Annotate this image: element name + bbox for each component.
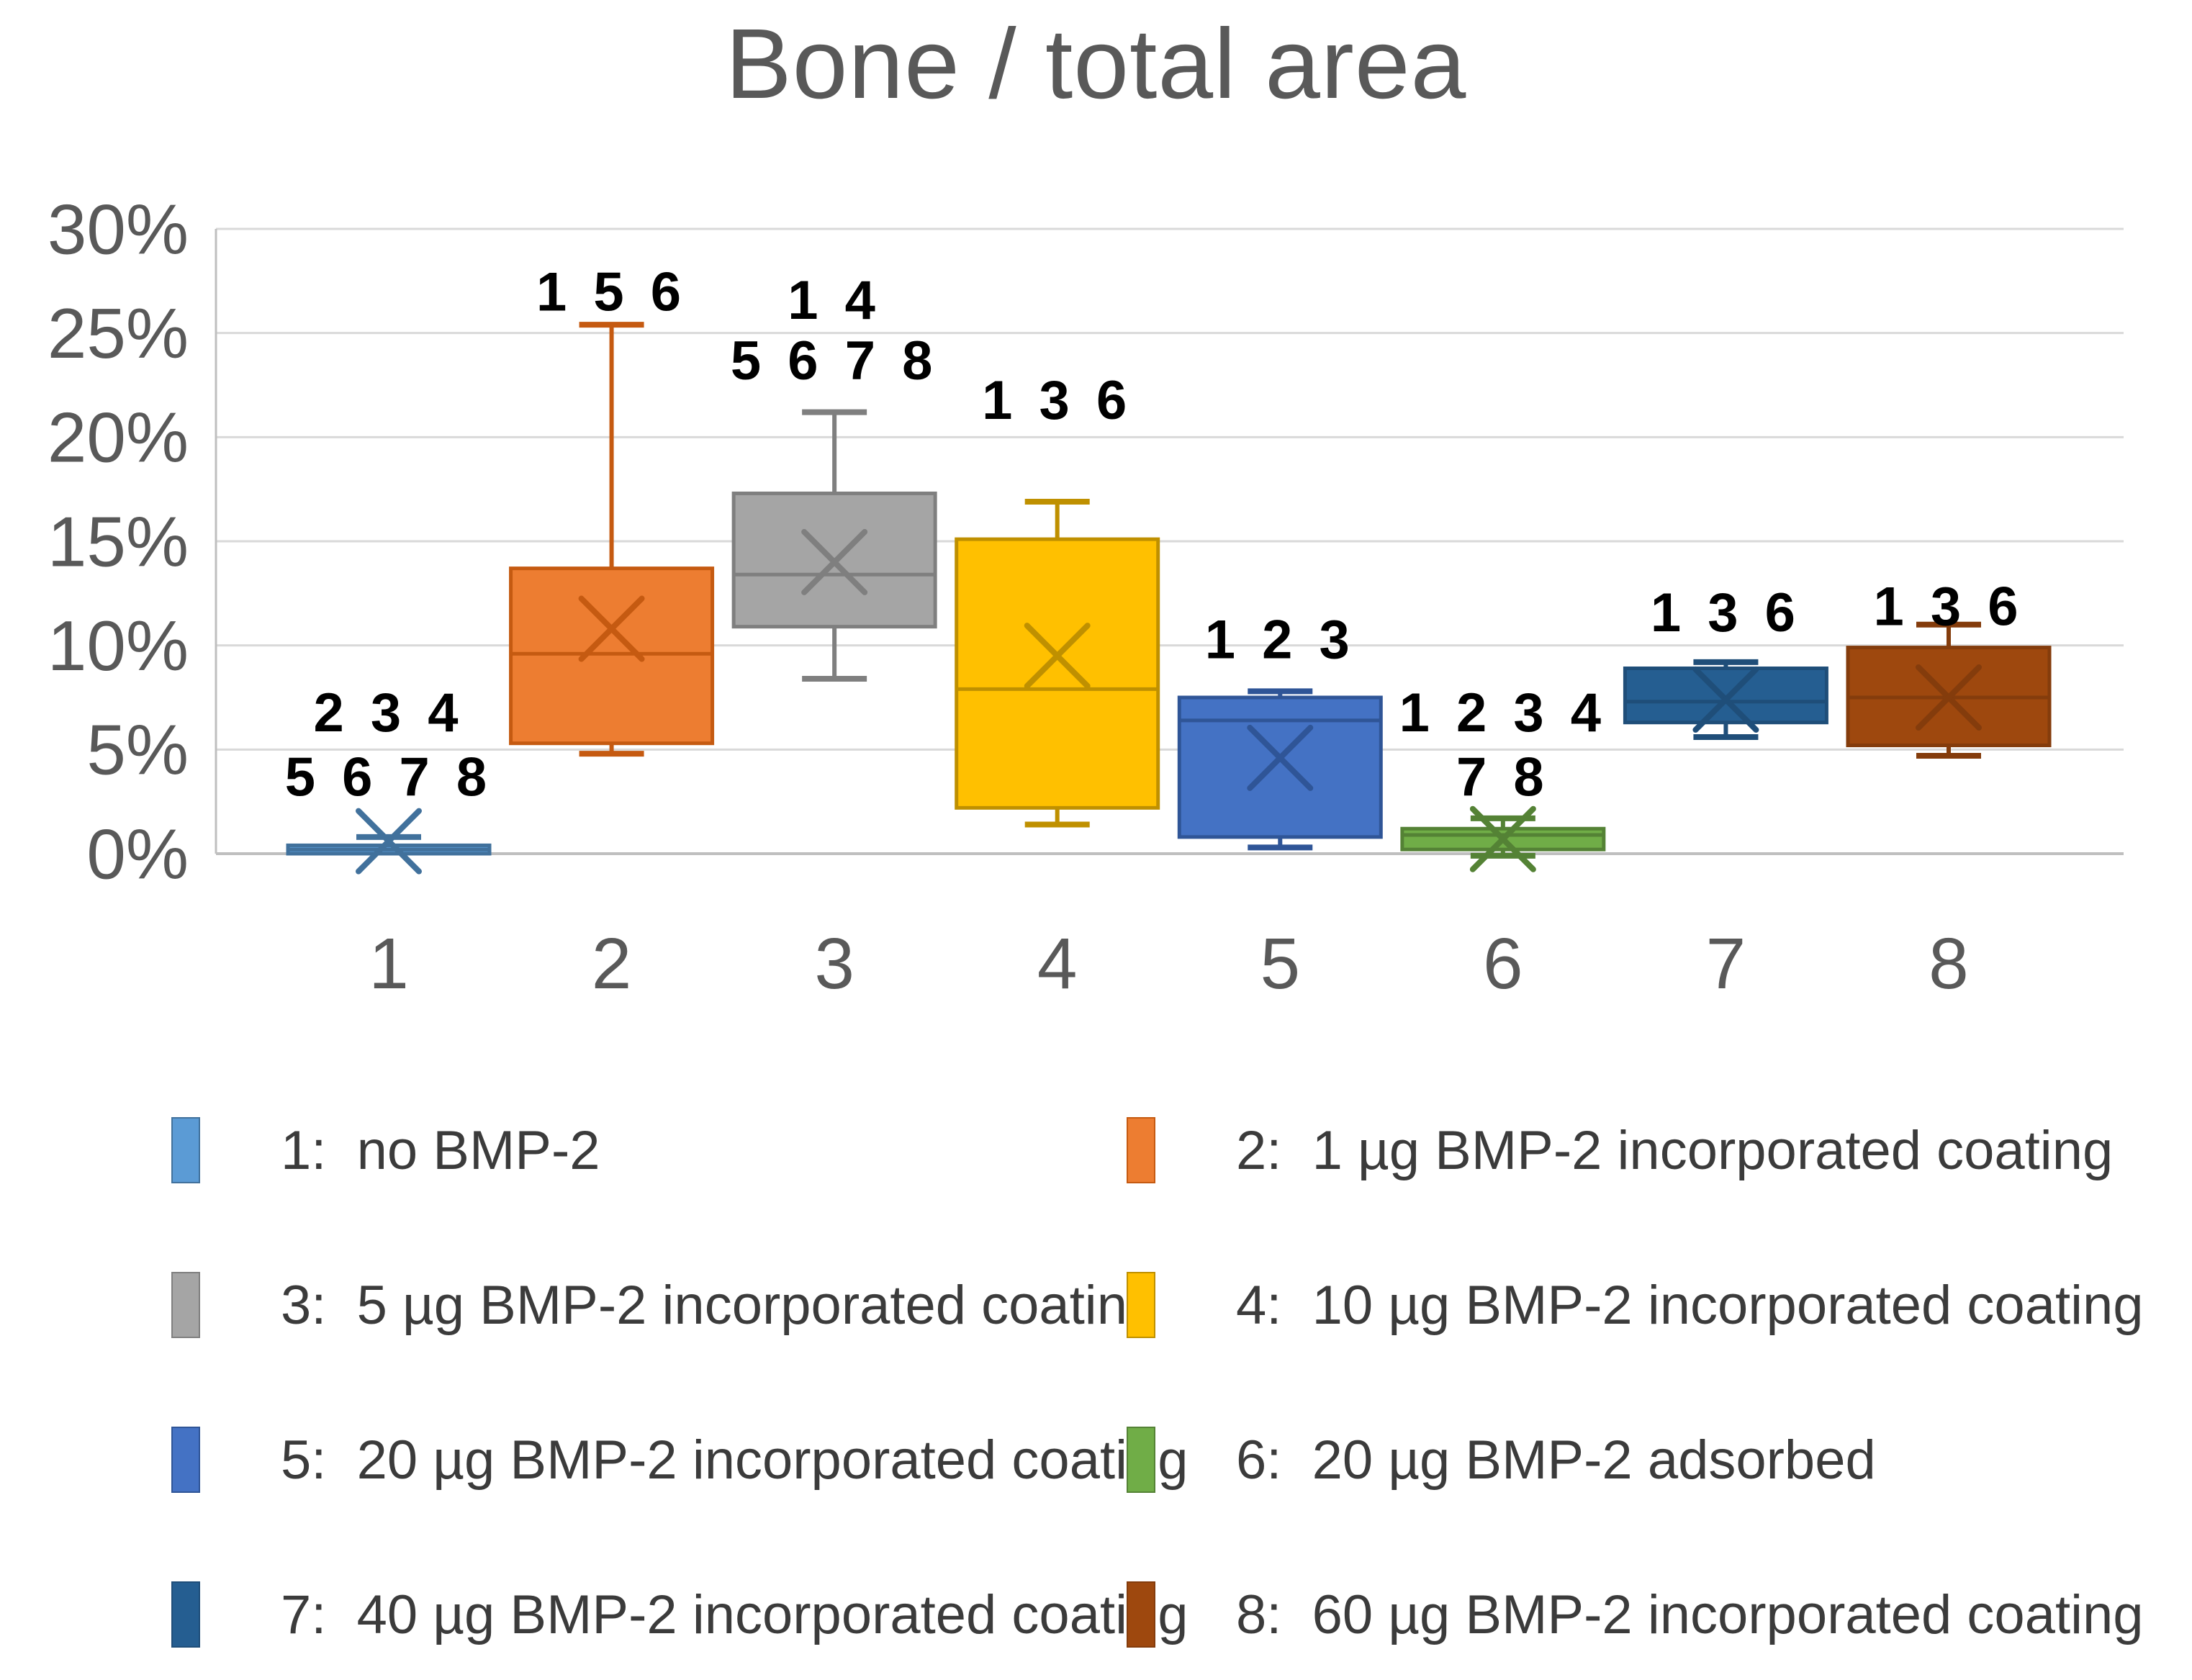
legend-item-2: 2: 1 µg BMP-2 incorporated coating: [1127, 1114, 2113, 1186]
legend-label-5: 5: 20 µg BMP-2 incorporated coating: [281, 1429, 1189, 1491]
legend-item-6: 6: 20 µg BMP-2 adsorbed: [1127, 1424, 1876, 1496]
significance-annotation-3: 5 6 7 8: [731, 330, 938, 392]
x-axis-label-5: 5: [1260, 923, 1300, 1004]
y-axis-tick-label: 0%: [86, 814, 189, 893]
significance-annotation-1: 2 3 4: [313, 682, 464, 744]
significance-annotation-2: 1 5 6: [536, 261, 687, 322]
boxplot-chart: 0%5%10%15%20%25%30%2 3 45 6 7 811 5 621 …: [48, 189, 2124, 1004]
legend-item-5: 5: 20 µg BMP-2 incorporated coating: [171, 1424, 1189, 1496]
mean-marker-6: [1469, 805, 1536, 872]
significance-annotation-4: 1 3 6: [982, 370, 1132, 431]
legend-item-3: 3: 5 µg BMP-2 incorporated coating: [171, 1269, 1158, 1341]
legend-label-3: 3: 5 µg BMP-2 incorporated coating: [281, 1274, 1158, 1336]
y-axis-tick-label: 30%: [48, 189, 189, 268]
mean-marker-4: [1024, 623, 1091, 690]
legend-swatch-3: [171, 1272, 200, 1338]
y-axis-tick-label: 10%: [48, 606, 189, 685]
chart-title: Bone / total area: [725, 9, 1467, 119]
y-axis-tick-label: 25%: [48, 294, 189, 373]
y-axis-tick-label: 20%: [48, 398, 189, 477]
legend-swatch-7: [171, 1581, 200, 1648]
legend-item-4: 4: 10 µg BMP-2 incorporated coating: [1127, 1269, 2144, 1341]
box-5: [1177, 695, 1383, 839]
mean-marker-5: [1247, 724, 1314, 791]
x-axis-label-8: 8: [1929, 923, 1969, 1004]
legend-item-7: 7: 40 µg BMP-2 incorporated coating: [171, 1579, 1189, 1650]
box-4: [955, 537, 1160, 810]
mean-marker-2: [578, 595, 645, 662]
mean-marker-1: [356, 808, 422, 875]
legend-label-6: 6: 20 µg BMP-2 adsorbed: [1236, 1429, 1876, 1491]
legend-label-8: 8: 60 µg BMP-2 incorporated coating: [1236, 1584, 2144, 1645]
x-axis-label-2: 2: [592, 923, 632, 1004]
legend-label-2: 2: 1 µg BMP-2 incorporated coating: [1236, 1119, 2114, 1181]
mean-marker-7: [1692, 666, 1759, 733]
significance-annotation-3: 1 4: [788, 270, 881, 331]
box-2: [509, 566, 715, 746]
legend-swatch-1: [171, 1117, 200, 1183]
mean-marker-8: [1915, 664, 1982, 731]
legend-swatch-5: [171, 1427, 200, 1493]
legend-item-1: 1: no BMP-2: [171, 1114, 600, 1186]
significance-annotation-6: 1 2 3 4: [1399, 682, 1607, 744]
legend-swatch-4: [1127, 1272, 1155, 1338]
legend-swatch-8: [1127, 1581, 1155, 1648]
significance-annotation-6: 7 8: [1456, 747, 1550, 808]
box-7: [1623, 666, 1828, 725]
x-axis-label-1: 1: [369, 923, 409, 1004]
mean-marker-3: [801, 528, 868, 595]
x-axis-label-6: 6: [1483, 923, 1523, 1004]
legend-swatch-2: [1127, 1117, 1155, 1183]
y-axis-tick-label: 15%: [48, 502, 189, 581]
significance-annotation-5: 1 2 3: [1205, 610, 1356, 671]
legend-item-8: 8: 60 µg BMP-2 incorporated coating: [1127, 1579, 2144, 1650]
significance-annotation-8: 1 3 6: [1873, 576, 2024, 637]
legend-swatch-6: [1127, 1427, 1155, 1493]
x-axis-label-3: 3: [814, 923, 854, 1004]
x-axis-label-7: 7: [1706, 923, 1746, 1004]
legend-label-7: 7: 40 µg BMP-2 incorporated coating: [281, 1584, 1189, 1645]
significance-annotation-1: 5 6 7 8: [285, 747, 492, 808]
y-axis-tick-label: 5%: [86, 710, 189, 790]
significance-annotation-7: 1 3 6: [1651, 582, 1801, 643]
legend-label-1: 1: no BMP-2: [281, 1119, 600, 1181]
x-axis-label-4: 4: [1037, 923, 1078, 1004]
legend-label-4: 4: 10 µg BMP-2 incorporated coating: [1236, 1274, 2144, 1336]
